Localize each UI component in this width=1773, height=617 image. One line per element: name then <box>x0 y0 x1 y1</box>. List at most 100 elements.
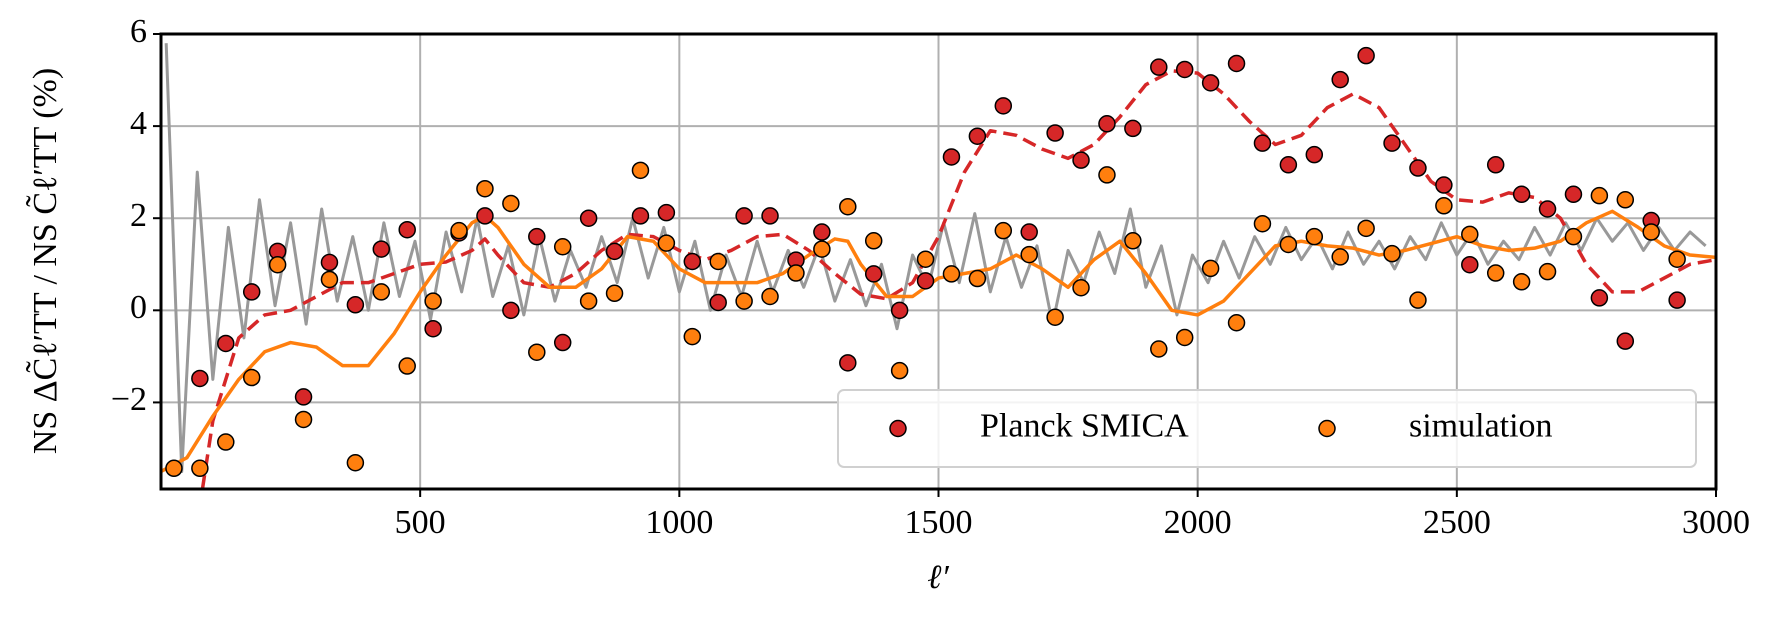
scatter-point <box>1435 176 1453 194</box>
scatter-point <box>1227 314 1246 332</box>
scatter-point <box>1253 214 1272 233</box>
x-tick-label: 1500 <box>905 504 973 541</box>
scatter-point <box>1279 156 1298 174</box>
scatter-point <box>242 368 261 387</box>
scatter-point <box>1486 156 1505 174</box>
scatter-point <box>1227 54 1246 73</box>
x-tick-label: 3000 <box>1682 504 1750 541</box>
scatter-point <box>424 319 442 338</box>
scatter-point <box>1616 191 1635 209</box>
scatter-point <box>1461 225 1479 244</box>
scatter-point <box>476 207 494 225</box>
scatter-point <box>839 197 857 216</box>
scatter-point <box>1616 332 1635 350</box>
scatter-point <box>191 459 209 478</box>
scatter-point <box>450 221 468 240</box>
scatter-point <box>1175 328 1194 347</box>
legend-marker <box>1318 419 1336 438</box>
scatter-point <box>1046 124 1064 142</box>
x-axis-label: ℓ′ <box>927 559 949 596</box>
scatter-point <box>994 97 1013 115</box>
scatter-point <box>631 207 650 225</box>
scatter-point <box>346 296 365 314</box>
scatter-point <box>1512 273 1531 291</box>
legend-label: Planck SMICA <box>980 407 1189 444</box>
scatter-point <box>1486 264 1505 282</box>
scatter-point <box>709 252 727 271</box>
scatter-point <box>942 148 961 166</box>
y-tick-label: −2 <box>111 381 147 418</box>
scatter-point <box>916 272 935 290</box>
scatter-point <box>761 287 779 306</box>
scatter-point <box>813 223 831 241</box>
scatter-point <box>1564 185 1583 204</box>
scatter-point <box>1020 223 1038 241</box>
legend-box <box>837 389 1697 468</box>
scatter-point <box>916 250 935 268</box>
scatter-point <box>1072 279 1090 297</box>
scatter-point <box>553 333 572 352</box>
scatter-point <box>1409 291 1427 309</box>
scatter-point <box>813 240 831 258</box>
plot-area <box>161 43 1716 489</box>
scatter-point <box>294 410 313 429</box>
y-axis-label: NS ΔC̃ℓ′TT / NS C̃ℓ′TT (%) <box>25 68 64 454</box>
scatter-point <box>372 283 391 301</box>
y-tick-label: 6 <box>130 13 147 50</box>
scatter-point <box>605 242 624 261</box>
scatter-point <box>1357 46 1375 65</box>
scatter-point <box>1383 134 1401 152</box>
scatter-point <box>424 292 442 310</box>
scatter-point <box>1564 227 1583 246</box>
scatter-point <box>994 221 1013 240</box>
scatter-point <box>605 284 624 303</box>
scatter-point <box>787 264 805 282</box>
scatter-point <box>1098 166 1116 184</box>
scatter-point <box>1098 115 1116 133</box>
scatter-point <box>890 361 909 380</box>
scatter-point <box>1124 232 1142 250</box>
scatter-point <box>346 454 365 472</box>
scatter-point <box>657 203 676 222</box>
scatter-point <box>735 207 753 225</box>
scatter-point <box>502 194 520 213</box>
scatter-point <box>1357 219 1375 238</box>
scatter-point <box>1331 70 1349 89</box>
scatter-point <box>502 301 520 320</box>
scatter-point <box>1512 185 1531 204</box>
scatter-point <box>398 357 416 375</box>
scatter-point <box>1331 248 1349 266</box>
scatter-point <box>553 238 572 256</box>
x-tick-label: 2000 <box>1164 504 1232 541</box>
scatter-point <box>864 232 883 250</box>
y-tick-label: 0 <box>130 289 147 326</box>
scatter-point <box>1150 58 1168 76</box>
scatter-point <box>1409 159 1427 177</box>
scatter-point <box>476 179 494 198</box>
legend-marker <box>889 419 907 438</box>
scatter-point <box>1305 145 1324 164</box>
x-tick-label: 2500 <box>1423 504 1491 541</box>
scatter-point <box>631 161 650 180</box>
scatter-point <box>1538 200 1557 218</box>
scatter-point <box>1072 151 1090 169</box>
line <box>161 209 1716 474</box>
scatter-point <box>217 334 235 353</box>
x-tick-label: 1000 <box>645 504 713 541</box>
scatter-point <box>191 369 209 388</box>
x-tick-label: 500 <box>395 504 446 541</box>
scatter-point <box>528 227 546 246</box>
scatter-point <box>268 255 287 274</box>
scatter-point <box>968 269 987 288</box>
scatter-point <box>657 234 676 252</box>
scatter-point <box>1305 227 1324 246</box>
scatter-point <box>1461 255 1479 274</box>
scatter-point <box>968 127 987 145</box>
scatter-point <box>165 459 183 478</box>
legend: Planck SMICA simulation <box>837 389 1697 468</box>
scatter-point <box>1020 245 1038 264</box>
scatter-point <box>242 283 261 301</box>
scatter-point <box>942 265 961 283</box>
scatter-point <box>709 293 727 312</box>
scatter-point <box>1383 244 1401 263</box>
